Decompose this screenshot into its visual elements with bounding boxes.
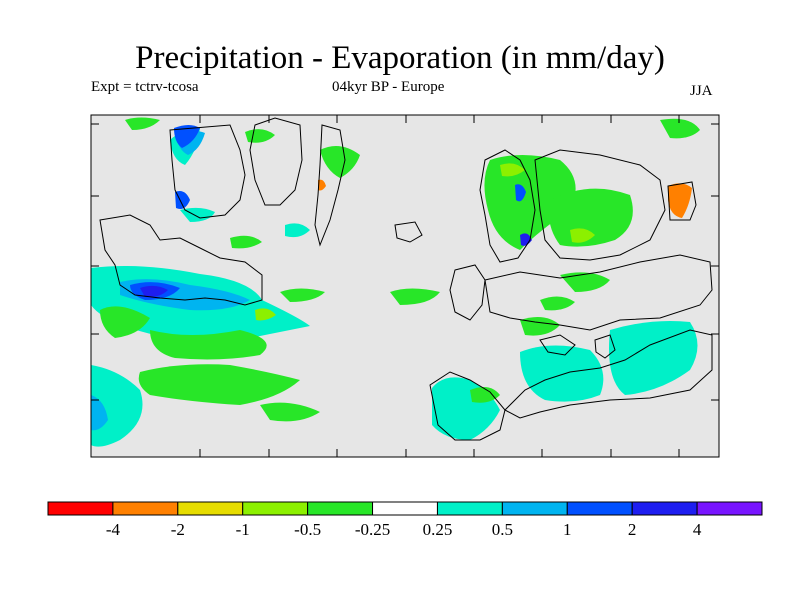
positive-anomaly-deep bbox=[140, 233, 532, 298]
experiment-label: Expt = tctrv-tcosa bbox=[91, 79, 199, 95]
legend-swatch-9 bbox=[631, 501, 698, 516]
legend-swatch-2 bbox=[177, 501, 244, 516]
period-region-label: 04kyr BP - Europe bbox=[332, 79, 445, 95]
legend-swatch-1 bbox=[112, 501, 179, 516]
negative-anomaly-orange bbox=[318, 179, 692, 218]
legend-label-1: -2 bbox=[170, 520, 185, 539]
legend-label-2: -1 bbox=[235, 520, 250, 539]
legend-swatch-5 bbox=[372, 501, 438, 516]
legend-swatch-8 bbox=[566, 501, 633, 516]
legend-swatch-10 bbox=[696, 501, 763, 516]
legend-label-8: 2 bbox=[627, 520, 637, 539]
legend-swatch-4 bbox=[307, 501, 374, 516]
legend-swatch-7 bbox=[501, 501, 568, 516]
legend-label-5: 0.25 bbox=[422, 520, 453, 539]
legend-label-4: -0.25 bbox=[354, 520, 391, 539]
legend-label-0: -4 bbox=[105, 520, 120, 539]
legend-label-9: 4 bbox=[692, 520, 702, 539]
legend-label-3: -0.5 bbox=[294, 520, 322, 539]
map-title: Precipitation - Evaporation (in mm/day) bbox=[135, 40, 665, 76]
axis-ticks bbox=[91, 115, 719, 457]
legend-swatch-3 bbox=[242, 501, 309, 516]
season-label: JJA bbox=[690, 83, 713, 99]
legend-swatch-6 bbox=[436, 501, 503, 516]
color-legend bbox=[47, 501, 763, 516]
legend-label-6: 0.5 bbox=[491, 520, 513, 539]
map-frame bbox=[90, 114, 720, 458]
coastlines bbox=[99, 117, 713, 441]
legend-label-7: 1 bbox=[563, 520, 572, 539]
negative-anomaly-yellowgreen bbox=[255, 163, 595, 321]
legend-swatch-0 bbox=[47, 501, 114, 516]
negative-anomaly-green bbox=[100, 117, 700, 422]
anomaly-field bbox=[91, 117, 713, 447]
